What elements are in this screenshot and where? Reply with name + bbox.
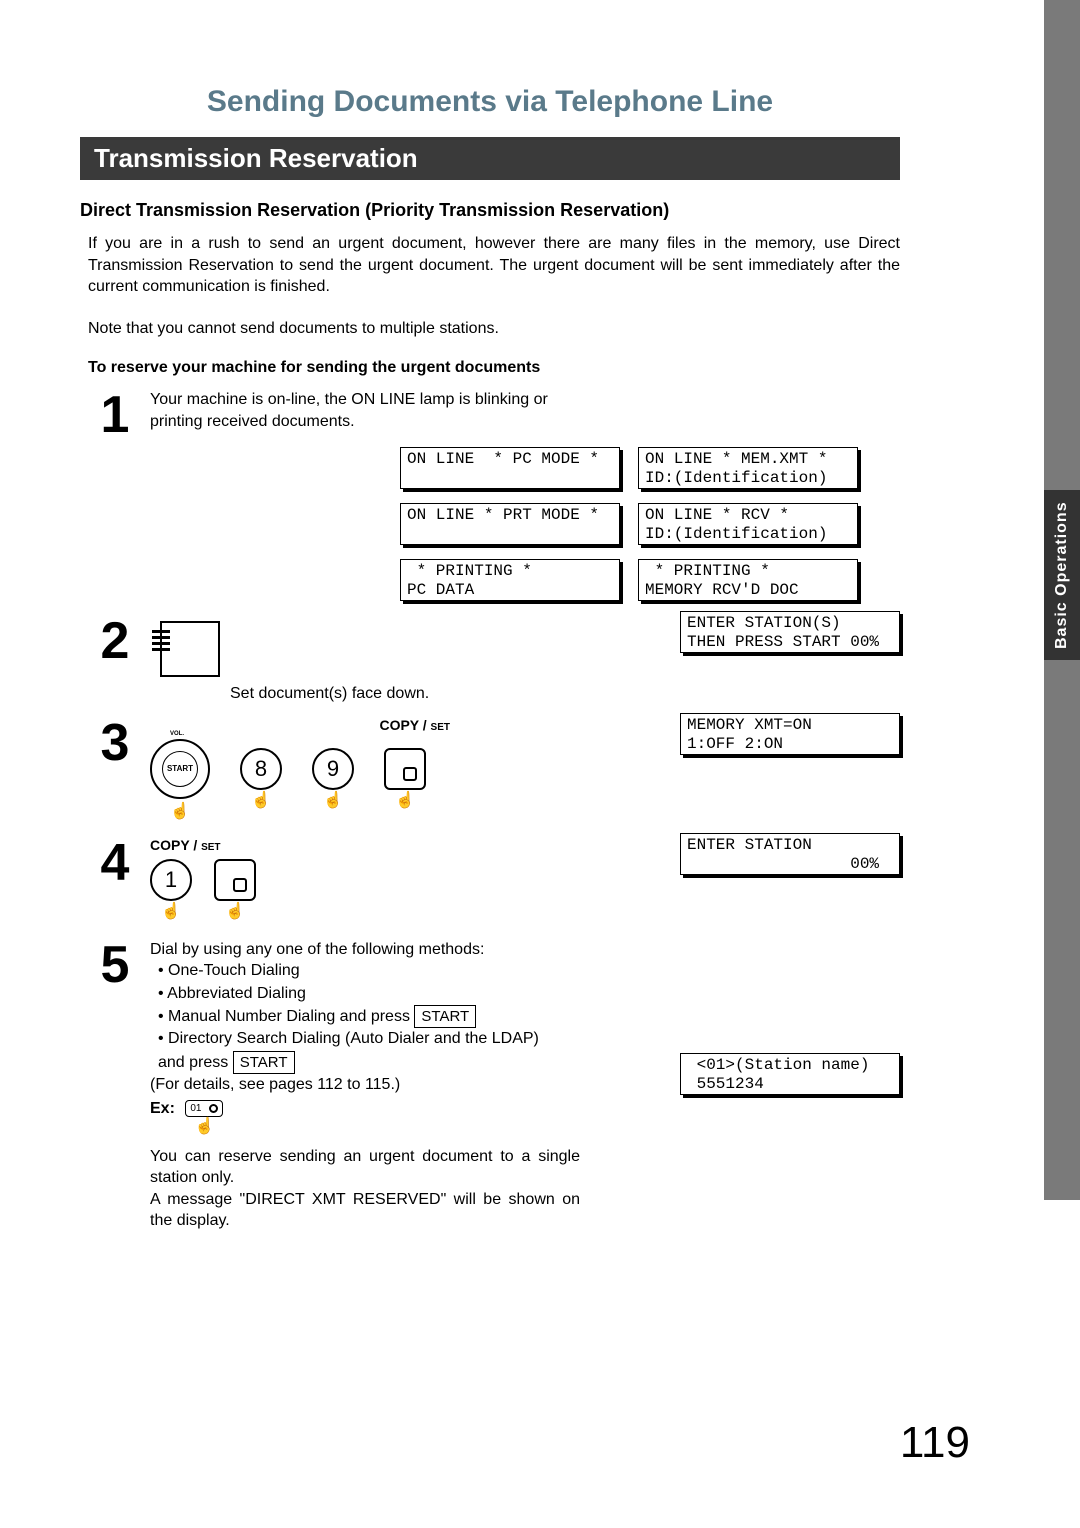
chapter-title: Sending Documents via Telephone Line <box>80 85 900 119</box>
bold-intro: To reserve your machine for sending the … <box>88 359 900 377</box>
press-finger-icon: ☝ <box>161 901 181 921</box>
step-2: 2 Set document(s) face down. ENTER STATI… <box>80 611 900 703</box>
bullet-item: • One-Touch Dialing <box>158 960 900 982</box>
step-5-intro: Dial by using any one of the following m… <box>150 939 900 961</box>
lcd-display: ENTER STATION 00% <box>680 833 900 875</box>
step-2-number: 2 <box>80 611 150 667</box>
bullet-item: • Abbreviated Dialing <box>158 983 900 1005</box>
start-button-label: START <box>233 1051 295 1074</box>
step-5-number: 5 <box>80 935 150 991</box>
ex-label: Ex: <box>150 1100 175 1118</box>
keypad-8-button: 8☝ <box>240 748 282 790</box>
page-content: Sending Documents via Telephone Line Tra… <box>0 0 1010 1292</box>
intro-paragraph: If you are in a rush to send an urgent d… <box>88 233 900 298</box>
lcd-display: <01>(Station name) 5551234 <box>680 1053 900 1095</box>
step-4: 4 COPY / SET 1☝ ☝ ENTER STATION 00% <box>80 833 900 901</box>
step-1: 1 Your machine is on-line, the ON LINE l… <box>80 385 900 600</box>
section-header: Transmission Reservation <box>80 137 900 180</box>
copy-set-label: COPY / SET <box>150 717 450 733</box>
document-icon <box>160 621 220 677</box>
lcd-display: * PRINTING * MEMORY RCV'D DOC <box>638 559 858 601</box>
press-finger-icon: ☝ <box>251 790 271 810</box>
side-tab-basic-operations: Basic Operations <box>1044 490 1080 660</box>
one-touch-button-icon: 01 ☝ <box>185 1100 223 1117</box>
dial-pad-icon: START VOL. <box>150 739 210 799</box>
step-1-number: 1 <box>80 385 150 441</box>
lcd-display: MEMORY XMT=ON 1:OFF 2:ON <box>680 713 900 755</box>
keypad-1-button: 1☝ <box>150 859 192 901</box>
lcd-display: ON LINE * RCV * ID:(Identification) <box>638 503 858 545</box>
note-paragraph: Note that you cannot send documents to m… <box>88 318 900 340</box>
step-5: 5 Dial by using any one of the following… <box>80 935 900 1233</box>
lcd-display: ON LINE * PC MODE * <box>400 447 620 489</box>
press-finger-icon: ☝ <box>194 1116 214 1136</box>
lcd-display: ON LINE * MEM.XMT * ID:(Identification) <box>638 447 858 489</box>
press-finger-icon: ☝ <box>170 801 190 821</box>
step-2-caption: Set document(s) face down. <box>230 685 900 703</box>
lcd-display: ENTER STATION(S) THEN PRESS START 00% <box>680 611 900 653</box>
bullet-item: • Manual Number Dialing and press START <box>158 1005 900 1028</box>
step-3-number: 3 <box>80 713 150 769</box>
press-finger-icon: ☝ <box>323 790 343 810</box>
press-finger-icon: ☝ <box>395 790 415 810</box>
start-button-label: START <box>414 1005 476 1028</box>
step-5-note1: You can reserve sending an urgent docume… <box>150 1146 580 1189</box>
copy-set-button: ☝ <box>384 748 426 790</box>
press-finger-icon: ☝ <box>225 901 245 921</box>
step-1-text: Your machine is on-line, the ON LINE lam… <box>150 389 580 432</box>
copy-set-button: ☝ <box>214 859 256 901</box>
bullet-item: • Directory Search Dialing (Auto Dialer … <box>158 1028 900 1050</box>
step-4-number: 4 <box>80 833 150 889</box>
step-5-note2: A message "DIRECT XMT RESERVED" will be … <box>150 1189 580 1232</box>
keypad-9-button: 9☝ <box>312 748 354 790</box>
subsection-title: Direct Transmission Reservation (Priorit… <box>80 200 900 221</box>
lcd-display: * PRINTING * PC DATA <box>400 559 620 601</box>
step-3: 3 COPY / SET START VOL. ☝ 8☝ 9☝ ☝ MEMORY <box>80 713 900 799</box>
page-number: 119 <box>900 1418 970 1468</box>
lcd-display: ON LINE * PRT MODE * <box>400 503 620 545</box>
